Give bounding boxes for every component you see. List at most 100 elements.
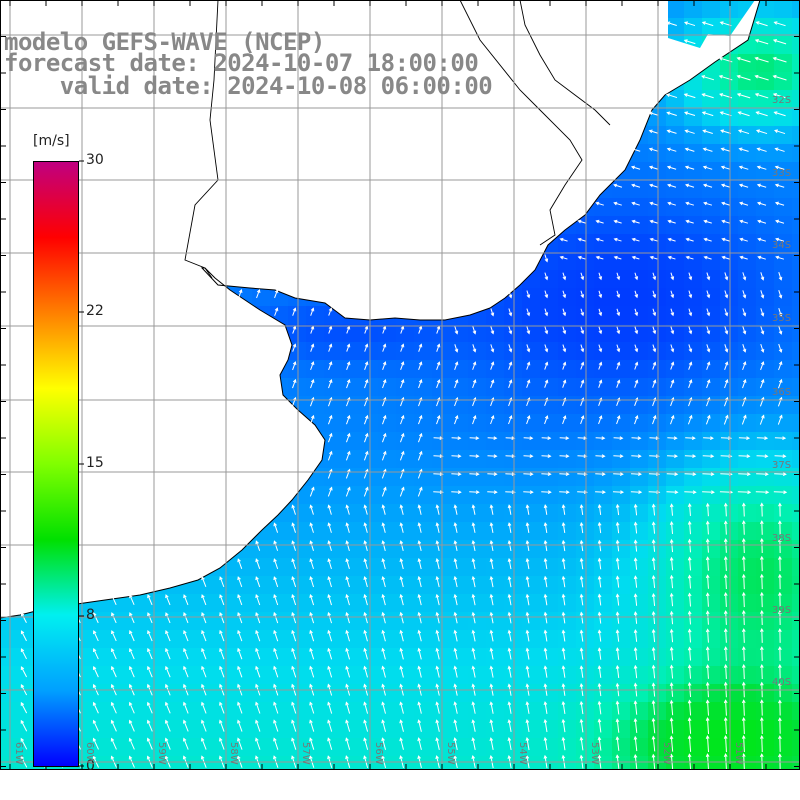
wind-cell	[162, 612, 181, 631]
wind-arrow-head	[775, 219, 780, 224]
wind-arrow-head	[579, 718, 584, 723]
wind-arrow	[381, 469, 387, 479]
wind-arrow	[616, 522, 620, 534]
wind-arrow	[616, 665, 620, 679]
wind-arrow-head	[615, 682, 620, 687]
wind-arrow	[436, 720, 440, 732]
wind-arrow	[147, 720, 153, 732]
wind-arrow-head	[738, 129, 743, 133]
wind-cell	[414, 486, 433, 505]
wind-arrow-head	[723, 628, 728, 633]
wind-arrow-head	[363, 593, 368, 598]
wind-arrow-head	[601, 454, 606, 458]
wind-arrow	[775, 148, 785, 152]
wind-cell	[630, 360, 649, 379]
wind-cell	[540, 684, 559, 703]
wind-arrow	[689, 557, 691, 571]
wind-arrow	[490, 379, 494, 389]
wind-cell	[342, 594, 361, 613]
wind-cell	[684, 144, 703, 163]
wind-arrow	[634, 736, 638, 752]
wind-arrow-head	[381, 611, 386, 616]
wind-cell	[252, 540, 271, 559]
wind-arrow-head	[526, 415, 531, 420]
wind-cell	[468, 702, 487, 721]
wind-arrow	[706, 362, 710, 370]
wind-arrow	[219, 576, 225, 588]
wind-cell	[774, 360, 793, 379]
wind-arrow-head	[772, 93, 777, 97]
wind-cell	[738, 108, 757, 127]
wind-arrow	[631, 148, 641, 152]
wind-arrow-head	[381, 755, 385, 760]
wind-cell	[666, 414, 685, 433]
wind-arrow-head	[471, 719, 476, 724]
wind-arrow-head	[417, 755, 421, 760]
wind-arrow	[614, 202, 622, 206]
wind-cell	[702, 198, 721, 217]
wind-cell	[306, 666, 325, 685]
wind-cell	[702, 612, 721, 631]
wind-arrow	[93, 720, 99, 732]
wind-cell	[522, 702, 541, 721]
wind-arrow	[689, 539, 691, 553]
wind-arrow-head	[651, 628, 656, 633]
wind-arrow	[454, 415, 458, 425]
wind-cell	[792, 432, 800, 451]
wind-arrow	[560, 238, 568, 242]
wind-arrow-head	[562, 294, 567, 299]
wind-arrow	[724, 272, 728, 280]
wind-cell	[540, 522, 559, 541]
wind-arrow-head	[666, 111, 671, 116]
wind-arrow	[613, 184, 623, 188]
wind-cell	[540, 630, 559, 649]
wind-arrow-head	[670, 414, 675, 419]
wind-arrow-head	[721, 255, 726, 260]
wind-arrow	[436, 397, 440, 407]
wind-cell	[738, 450, 757, 469]
wind-cell	[702, 702, 721, 721]
wind-cell	[198, 576, 217, 595]
wind-arrow-head	[381, 629, 386, 634]
wind-cell	[738, 342, 757, 361]
wind-arrow	[760, 272, 764, 280]
wind-arrow	[723, 415, 729, 425]
wind-cell	[486, 378, 505, 397]
wind-arrow-head	[110, 737, 115, 742]
wind-cell	[612, 630, 631, 649]
wind-arrow-head	[345, 719, 349, 724]
wind-arrow-head	[418, 343, 423, 348]
wind-cell	[792, 270, 800, 289]
wind-arrow-head	[507, 593, 512, 598]
wind-arrow	[725, 611, 727, 625]
wind-arrow-head	[93, 630, 97, 635]
wind-arrow	[364, 361, 368, 371]
wind-arrow	[580, 666, 584, 678]
wind-cell	[324, 414, 343, 433]
lat-label: 37S	[772, 460, 792, 471]
wind-cell	[270, 684, 289, 703]
wind-arrow-head	[710, 454, 715, 459]
wind-arrow-head	[759, 573, 764, 578]
wind-arrow	[706, 290, 710, 298]
wind-arrow	[327, 720, 333, 732]
wind-arrow-head	[684, 111, 689, 115]
wind-arrow	[526, 505, 530, 515]
wind-cell	[396, 468, 415, 487]
wind-arrow	[129, 612, 135, 624]
wind-arrow	[346, 361, 350, 371]
wind-arrow-head	[381, 701, 385, 706]
wind-cell	[342, 738, 361, 757]
wind-cell	[540, 288, 559, 307]
wind-arrow	[544, 362, 548, 370]
wind-arrow-head	[687, 538, 692, 543]
wind-arrow-head	[507, 575, 512, 580]
wind-cell	[414, 378, 433, 397]
wind-cell	[666, 432, 685, 451]
wind-arrow-head	[652, 414, 657, 419]
wind-arrow-head	[634, 348, 639, 353]
wind-arrow-head	[471, 755, 476, 760]
wind-cell	[684, 414, 703, 433]
wind-cell	[396, 738, 415, 757]
wind-arrow	[237, 648, 243, 660]
